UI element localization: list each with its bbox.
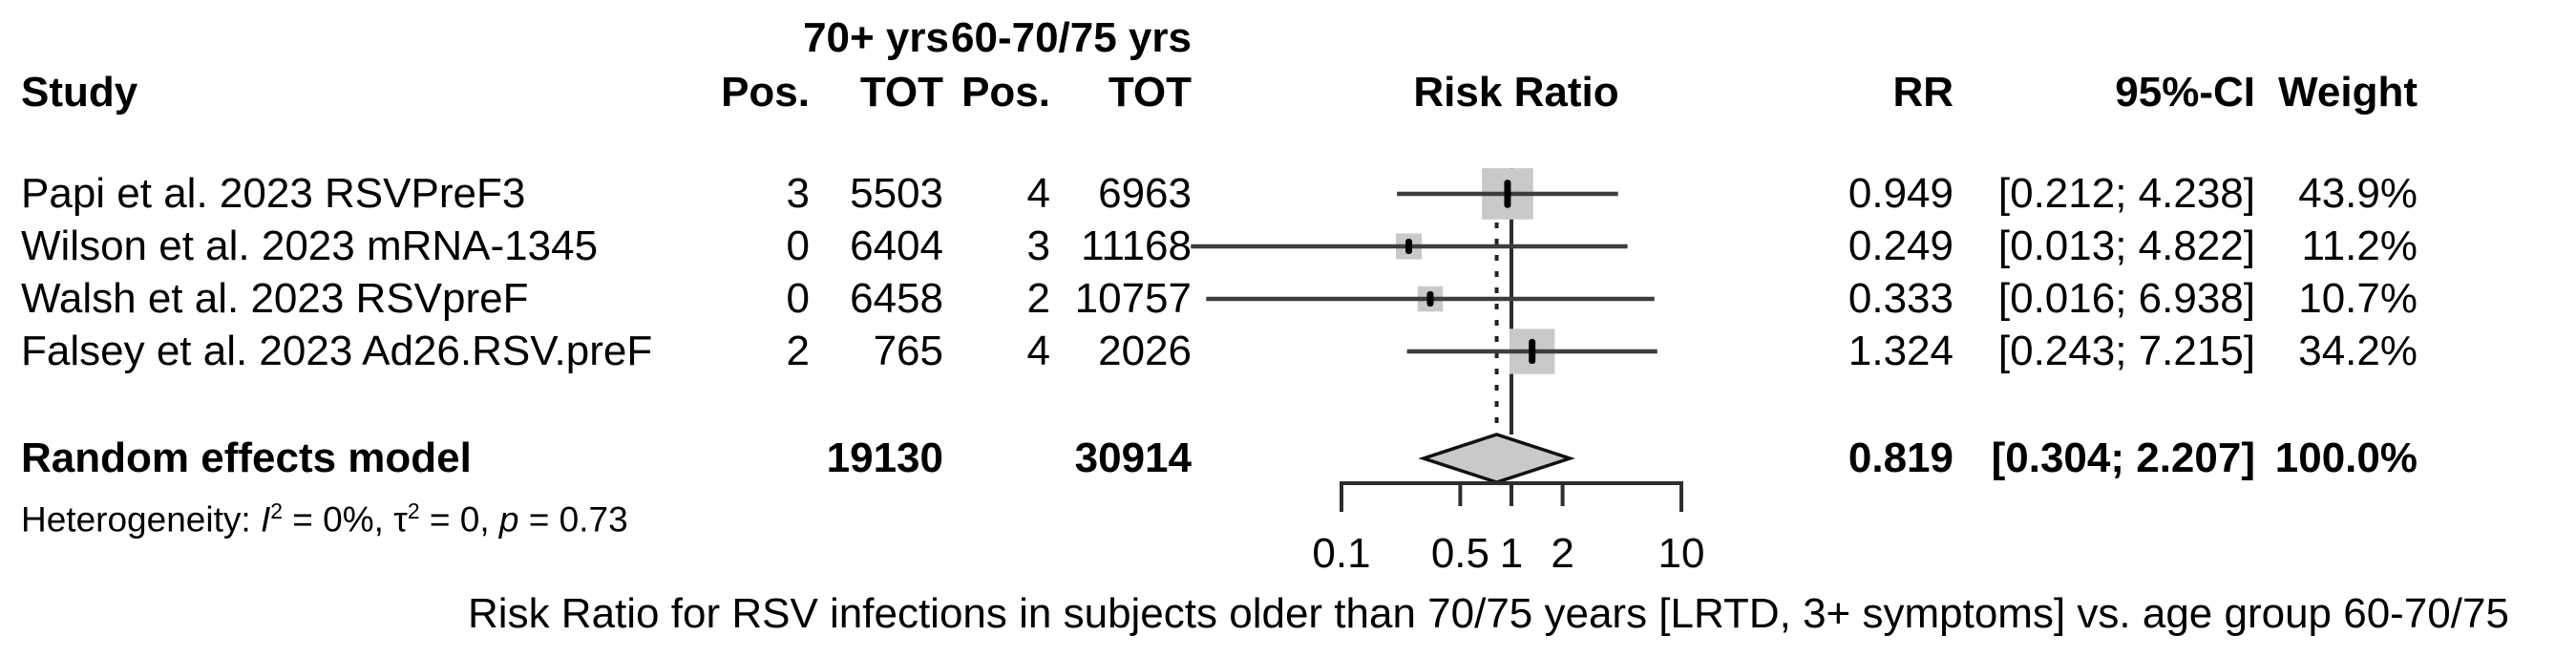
col-header-study: Study — [21, 69, 138, 116]
pos1-value: 0 — [786, 223, 810, 269]
col-header-pos2: Pos. — [961, 69, 1050, 116]
study-label: Wilson et al. 2023 mRNA-1345 — [21, 223, 599, 269]
heterogeneity-seg1: = 0%, — [282, 499, 394, 540]
study-label: Walsh et al. 2023 RSVpreF — [21, 275, 529, 322]
p-value-symbol: p — [498, 499, 519, 540]
tot1-value: 765 — [873, 328, 943, 374]
heterogeneity-seg3: = 0.73 — [518, 499, 628, 540]
col-header-tot1: TOT — [859, 69, 943, 116]
ci-value: [0.016; 6.938] — [1997, 275, 2255, 322]
summary-label: Random effects model — [21, 434, 472, 481]
tot2-value: 11168 — [1081, 223, 1192, 269]
col-header-weight: Weight — [2278, 69, 2418, 116]
tau-squared-symbol: τ — [393, 499, 408, 540]
rr-value: 1.324 — [1848, 328, 1953, 374]
rr-value: 0.949 — [1848, 170, 1953, 217]
col-header-tot2: TOT — [1108, 69, 1192, 116]
svg-text:10: 10 — [1658, 530, 1705, 577]
tot1-value: 5503 — [850, 170, 943, 217]
svg-text:0.1: 0.1 — [1312, 530, 1370, 577]
pos2-value: 2 — [1026, 275, 1050, 322]
rr-value: 0.249 — [1848, 223, 1953, 269]
pos2-value: 4 — [1026, 328, 1050, 374]
study-label: Falsey et al. 2023 Ad26.RSV.preF — [21, 328, 653, 374]
group-header-60-70: 60-70/75 yrs — [951, 14, 1192, 61]
heterogeneity-seg2: = 0, — [419, 499, 499, 540]
weight-value: 34.2% — [2298, 328, 2418, 374]
tot2-value: 2026 — [1098, 328, 1192, 374]
pos1-value: 3 — [786, 170, 810, 217]
pos2-value: 4 — [1026, 170, 1050, 217]
tau-squared-exponent: 2 — [407, 498, 420, 523]
svg-text:2: 2 — [1551, 530, 1573, 577]
weight-value: 43.9% — [2298, 170, 2418, 217]
weight-value: 10.7% — [2298, 275, 2418, 322]
summary-weight-value: 100.0% — [2274, 434, 2418, 481]
group-header-70plus: 70+ yrs — [803, 14, 949, 61]
tot2-value: 6963 — [1098, 170, 1192, 217]
summary-ci-value: [0.304; 2.207] — [1991, 434, 2255, 481]
tot2-value: 10757 — [1074, 275, 1192, 322]
weight-value: 11.2% — [2301, 223, 2418, 269]
heterogeneity-prefix: Heterogeneity: — [21, 499, 261, 540]
summary-rr-value: 0.819 — [1848, 434, 1953, 481]
rr-value: 0.333 — [1848, 275, 1953, 322]
ci-value: [0.243; 7.215] — [1997, 328, 2255, 374]
col-header-risk-ratio: Risk Ratio — [1413, 69, 1619, 116]
i-squared-symbol: I — [260, 499, 271, 540]
col-header-pos1: Pos. — [721, 69, 810, 116]
col-header-ci: 95%-CI — [2115, 69, 2255, 116]
i-squared-exponent: 2 — [270, 498, 283, 523]
pos1-value: 2 — [786, 328, 810, 374]
summary-tot2-value: 30914 — [1074, 434, 1192, 481]
svg-text:1: 1 — [1500, 530, 1523, 577]
pos2-value: 3 — [1026, 223, 1050, 269]
study-label: Papi et al. 2023 RSVPreF3 — [21, 170, 526, 217]
col-header-rr: RR — [1892, 69, 1953, 116]
svg-text:0.5: 0.5 — [1431, 530, 1489, 577]
pos1-value: 0 — [786, 275, 810, 322]
summary-tot1-value: 19130 — [826, 434, 943, 481]
ci-value: [0.212; 4.238] — [1997, 170, 2255, 217]
figure-caption: Risk Ratio for RSV infections in subject… — [468, 590, 2509, 637]
tot1-value: 6458 — [850, 275, 943, 322]
heterogeneity-stats: Heterogeneity: I2 = 0%, τ2 = 0, p = 0.73 — [21, 490, 628, 539]
tot1-value: 6404 — [850, 223, 943, 269]
ci-value: [0.013; 4.822] — [1997, 223, 2255, 269]
